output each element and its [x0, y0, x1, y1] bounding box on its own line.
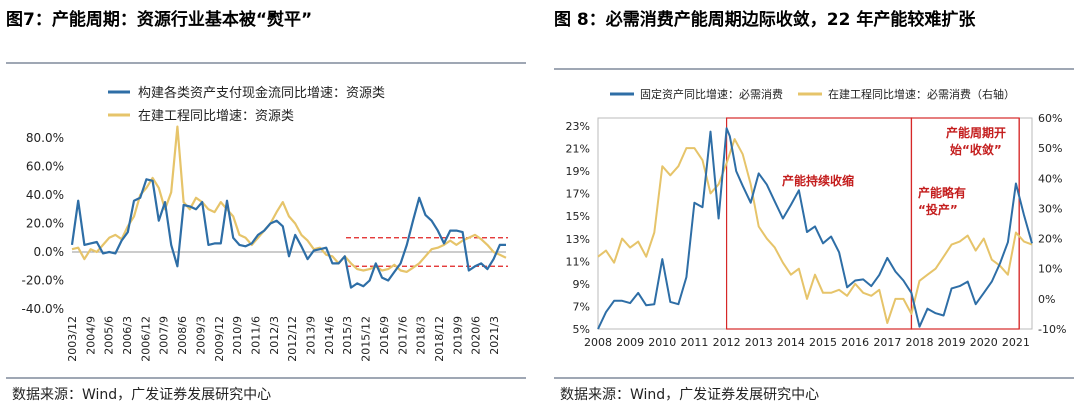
y-left-tick-label: 11% — [566, 255, 590, 268]
x-tick-label: 2017/6 — [396, 316, 409, 355]
x-tick-label: 2012 — [713, 336, 741, 349]
x-tick-label: 2003/12 — [66, 316, 79, 362]
y-tick-label: -20.0% — [22, 274, 64, 288]
series-line-1 — [597, 127, 1033, 330]
x-tick-label: 2008 — [584, 336, 612, 349]
x-tick-label: 2018/3 — [415, 316, 428, 355]
x-tick-label: 2008/6 — [176, 316, 189, 355]
y-tick-label: 0.0% — [34, 245, 65, 259]
y-right-tick-label: 30% — [1038, 202, 1062, 215]
y-left-tick-label: 17% — [566, 188, 590, 201]
y-right-tick-label: 20% — [1038, 233, 1062, 246]
series-line-1 — [70, 178, 506, 289]
x-tick-label: 2014 — [777, 336, 805, 349]
y-tick-label: 20.0% — [26, 217, 64, 231]
y-left-tick-label: 7% — [573, 300, 590, 313]
x-tick-label: 2015 — [809, 336, 837, 349]
x-tick-label: 2017 — [873, 336, 901, 349]
x-tick-label: 2010 — [648, 336, 676, 349]
annotation-production-1: 产能略有 — [918, 185, 966, 200]
x-tick-label: 2006/12 — [139, 316, 152, 362]
annotation-convergence-2: 始“收敛” — [950, 142, 1002, 157]
y-right-tick-label: 60% — [1038, 112, 1062, 125]
x-tick-label: 2012/12 — [286, 316, 299, 362]
figure-7-source: 数据来源：Wind，广发证券发展研究中心 — [12, 387, 272, 403]
x-tick-label: 2015/3 — [341, 316, 354, 355]
y-tick-label: 80.0% — [26, 131, 64, 145]
y-left-tick-label: 5% — [573, 323, 590, 336]
x-tick-label: 2010/9 — [231, 316, 244, 355]
x-tick-label: 2016 — [841, 336, 869, 349]
x-tick-label: 2012/3 — [268, 316, 281, 355]
annotation-convergence-1: 产能周期开 — [946, 125, 1006, 140]
y-tick-label: 40.0% — [26, 188, 64, 202]
figure-7-source-rule — [6, 377, 526, 379]
x-tick-label: 2009/12 — [213, 316, 226, 362]
legend-label-2: 在建工程同比增速：资源类 — [138, 109, 294, 124]
x-tick-label: 2009 — [616, 336, 644, 349]
x-tick-label: 2021 — [1002, 336, 1030, 349]
x-tick-label: 2021/3 — [488, 316, 501, 355]
y-left-tick-label: 15% — [566, 210, 590, 223]
y-left-tick-label: 23% — [566, 120, 590, 133]
y-left-tick-label: 9% — [573, 278, 590, 291]
y-right-tick-label: -10% — [1038, 323, 1066, 336]
y-left-tick-label: 21% — [566, 143, 590, 156]
x-tick-label: 2019 — [938, 336, 966, 349]
series-line-2 — [71, 125, 507, 273]
figure-8-title-rule — [554, 68, 1074, 70]
series-line-2 — [597, 138, 1033, 324]
y-right-tick-label: 40% — [1038, 172, 1062, 185]
annotation-shrink: 产能持续收缩 — [782, 173, 854, 188]
x-tick-label: 2007/9 — [158, 316, 171, 355]
figure-7-title-rule — [6, 62, 526, 64]
annotation-production-2: “投产” — [918, 202, 958, 217]
x-tick-label: 2009/3 — [194, 316, 207, 355]
figure-7-title: 图7：产能周期：资源行业基本被“熨平” — [6, 10, 313, 30]
y-right-tick-label: 10% — [1038, 263, 1062, 276]
x-tick-label: 2018 — [905, 336, 933, 349]
x-tick-label: 2011 — [680, 336, 708, 349]
x-tick-label: 2004/9 — [84, 316, 97, 355]
x-tick-label: 2006/3 — [121, 316, 134, 355]
x-tick-label: 2015/12 — [360, 316, 373, 362]
figure-8-panel: 图 8：必需消费产能周期边际收敛，22 年产能较难扩张 固定资产同比增速：必需消… — [546, 0, 1080, 407]
x-tick-label: 2014/6 — [323, 316, 336, 355]
x-tick-label: 2005/6 — [103, 316, 116, 355]
legend-label-1: 构建各类资产支付现金流同比增速：资源类 — [138, 85, 385, 101]
legend-label-1: 固定资产同比增速：必需消费 — [640, 87, 783, 101]
figure-7-panel: 图7：产能周期：资源行业基本被“熨平” 构建各类资产支付现金流同比增速：资源类在… — [0, 0, 538, 407]
x-tick-label: 2020/6 — [470, 316, 483, 355]
y-tick-label: -40.0% — [22, 302, 64, 316]
y-left-tick-label: 19% — [566, 165, 590, 178]
x-tick-label: 2013/9 — [305, 316, 318, 355]
y-tick-label: 60.0% — [26, 160, 64, 174]
figure-8-source-rule — [554, 377, 1074, 379]
x-tick-label: 2020 — [970, 336, 998, 349]
y-left-tick-label: 13% — [566, 233, 590, 246]
legend-label-2: 在建工程同比增速：必需消费（右轴） — [828, 87, 1015, 101]
x-tick-label: 2018/12 — [433, 316, 446, 362]
x-tick-label: 2011/6 — [249, 316, 262, 355]
y-right-tick-label: 50% — [1038, 142, 1062, 155]
figure-8-title: 图 8：必需消费产能周期边际收敛，22 年产能较难扩张 — [554, 10, 976, 30]
figure-8-chart: 固定资产同比增速：必需消费 在建工程同比增速：必需消费（右轴） 23% 21% 19% 1… — [566, 87, 1067, 349]
figure-8-source: 数据来源：Wind，广发证券发展研究中心 — [560, 387, 820, 403]
x-tick-label: 2019/9 — [451, 316, 464, 355]
x-tick-label: 2016/9 — [378, 316, 391, 355]
y-right-tick-label: 0% — [1038, 293, 1055, 306]
highlight-box-shrink — [725, 117, 913, 330]
x-tick-label: 2013 — [745, 336, 773, 349]
